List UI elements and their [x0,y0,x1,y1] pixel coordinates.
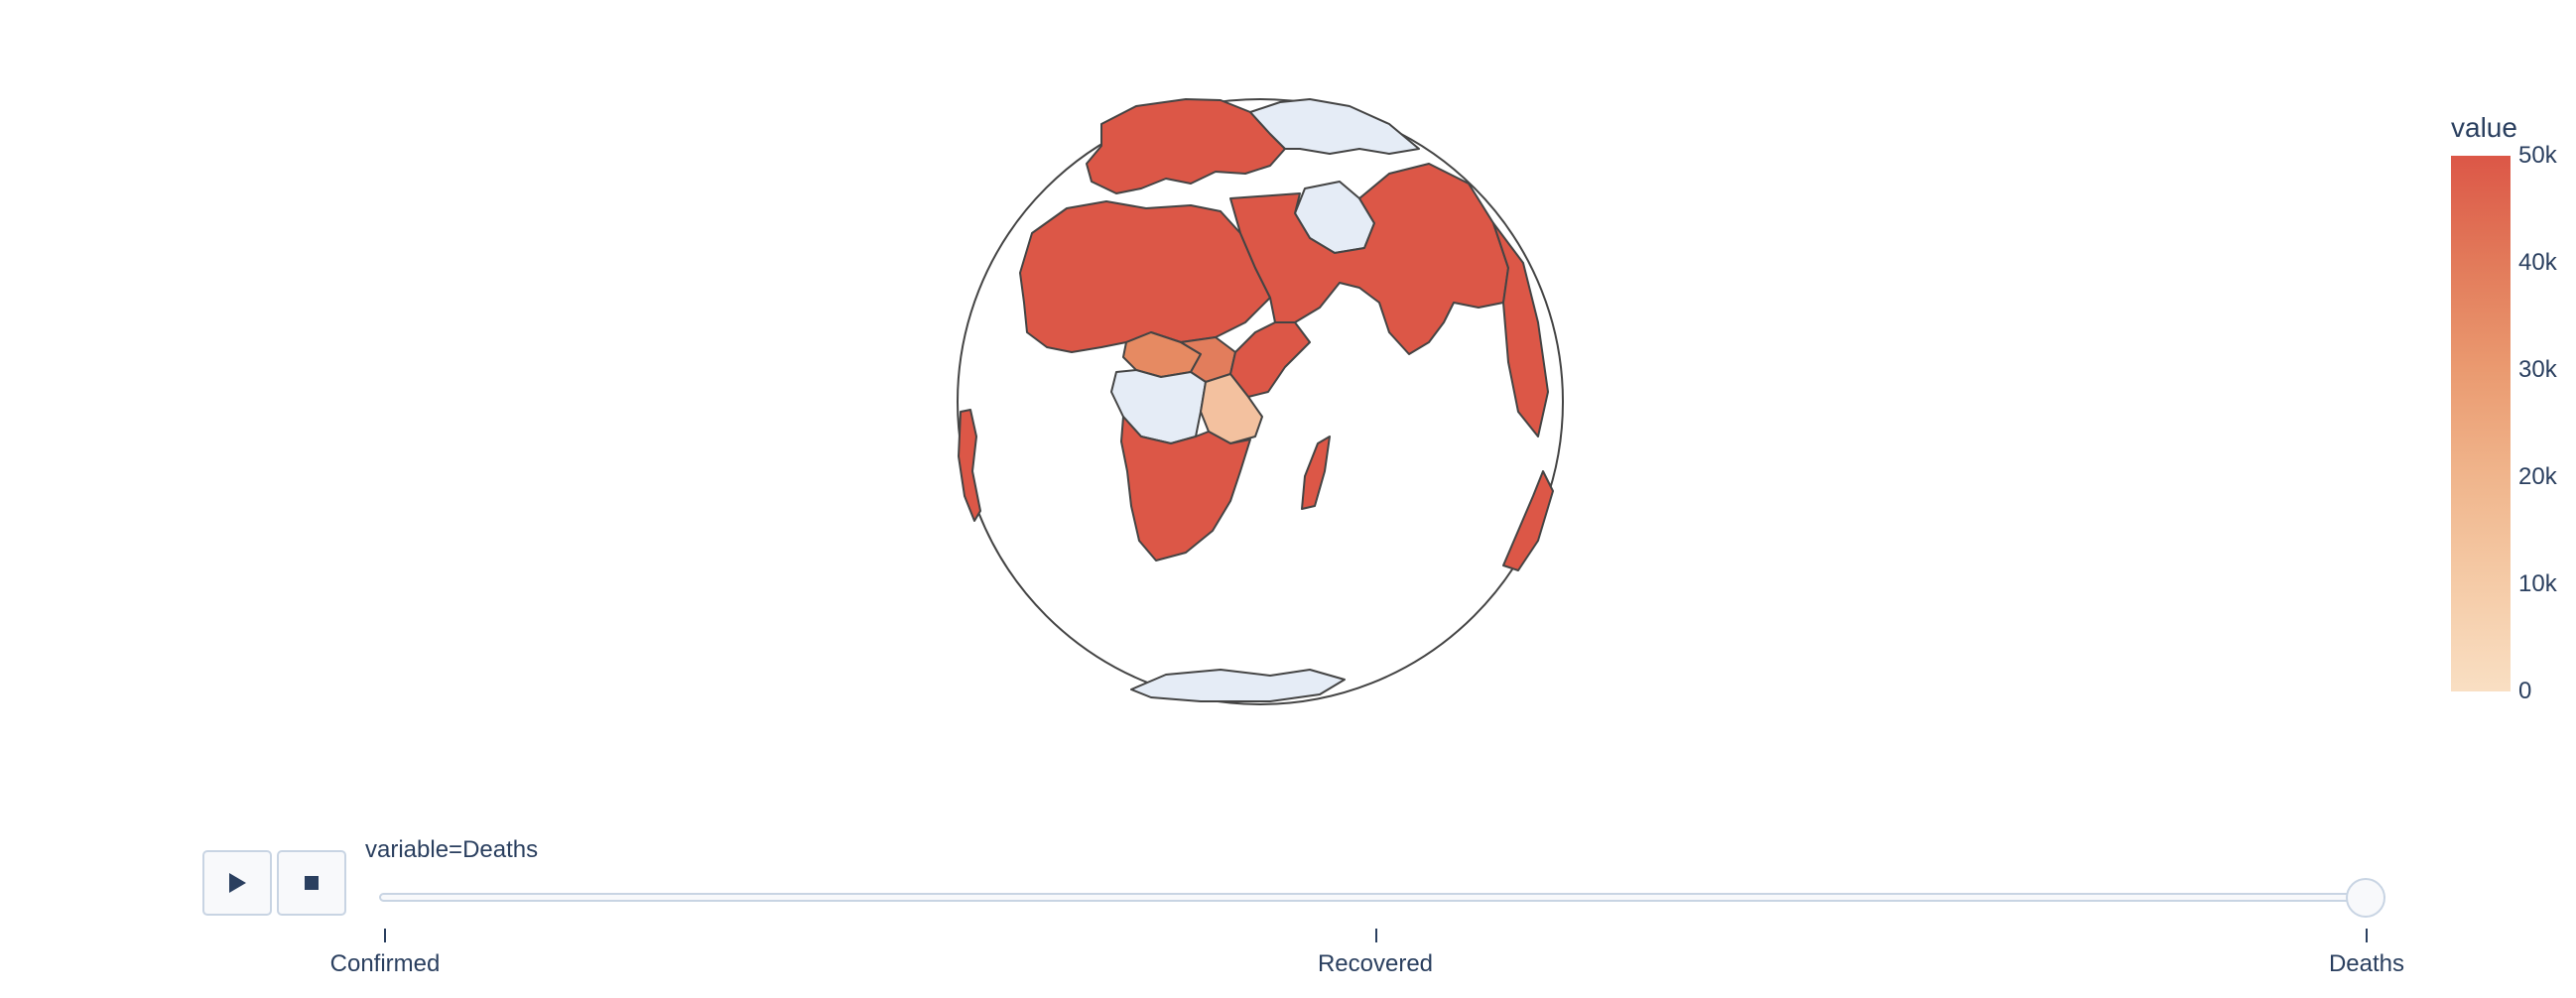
region-madagascar[interactable] [1301,436,1331,510]
colorbar-gradient [2451,156,2511,691]
slider-step-deaths[interactable]: Deaths [2328,950,2405,977]
globe-map[interactable] [953,94,1568,709]
colorbar-tick-10k: 10k [2518,570,2557,597]
region-dr-congo[interactable] [1110,369,1207,444]
stop-button[interactable] [277,850,346,916]
region-southern-africa[interactable] [1120,416,1251,561]
region-south-america[interactable] [958,409,981,522]
region-russia[interactable] [1249,98,1420,155]
colorbar-tick-30k: 30k [2518,356,2557,383]
slider-knob[interactable] [2346,878,2385,918]
play-icon [229,873,246,893]
colorbar-title: value [2451,112,2517,143]
slider-step-recovered[interactable]: Recovered [1317,950,1434,977]
slider-tick-deaths [2366,929,2368,942]
slider-tick-confirmed [384,929,386,942]
slider-step-confirmed[interactable]: Confirmed [329,950,441,977]
slider-tick-recovered [1375,929,1377,942]
colorbar-tick-0: 0 [2518,678,2532,704]
region-antarctica[interactable] [1130,669,1346,702]
play-button[interactable] [202,850,272,916]
colorbar-tick-50k: 50k [2518,142,2557,169]
region-southeast-asia[interactable] [1492,222,1549,437]
region-tanzania[interactable] [1200,373,1263,444]
colorbar-tick-20k: 20k [2518,463,2557,490]
slider-rail[interactable] [379,893,2385,902]
colorbar-tick-40k: 40k [2518,249,2557,276]
region-east-islands[interactable] [1502,470,1554,571]
region-europe[interactable] [1086,98,1286,194]
region-north-africa[interactable] [1019,200,1271,353]
slider-current-value: variable=Deaths [365,836,539,863]
stop-icon [305,876,319,890]
